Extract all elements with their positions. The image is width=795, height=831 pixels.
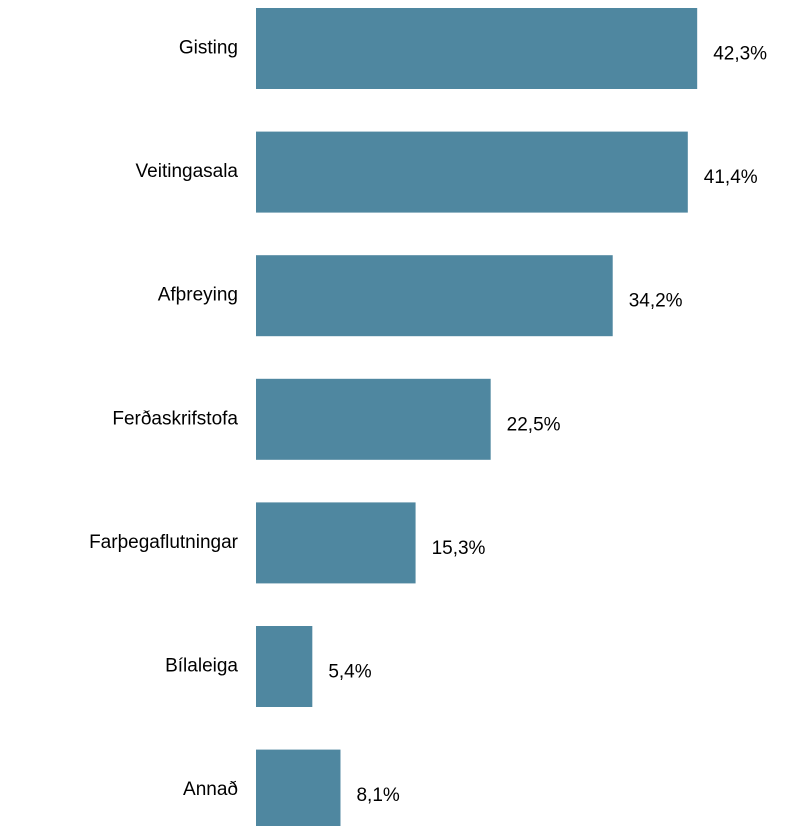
bar — [256, 255, 613, 337]
category-label: Ferðaskrifstofa — [112, 408, 238, 429]
category-label: Farþegaflutningar — [89, 532, 239, 553]
category-label: Afþreying — [158, 285, 238, 306]
value-label: 15,3% — [432, 538, 486, 559]
value-label: 8,1% — [356, 785, 399, 806]
bar — [256, 378, 491, 460]
value-label: 41,4% — [704, 167, 758, 188]
bar — [256, 8, 698, 89]
bar — [256, 131, 688, 213]
value-label: 34,2% — [629, 291, 683, 312]
value-label: 42,3% — [713, 44, 767, 65]
bar — [256, 502, 416, 584]
category-label: Gisting — [179, 38, 238, 59]
category-label: Bílaleiga — [165, 656, 238, 677]
value-label: 22,5% — [507, 414, 561, 435]
category-label: Annað — [183, 779, 238, 800]
category-label: Veitingasala — [136, 161, 239, 182]
bar — [256, 626, 313, 707]
bar — [256, 749, 341, 831]
value-label: 5,4% — [328, 662, 371, 683]
